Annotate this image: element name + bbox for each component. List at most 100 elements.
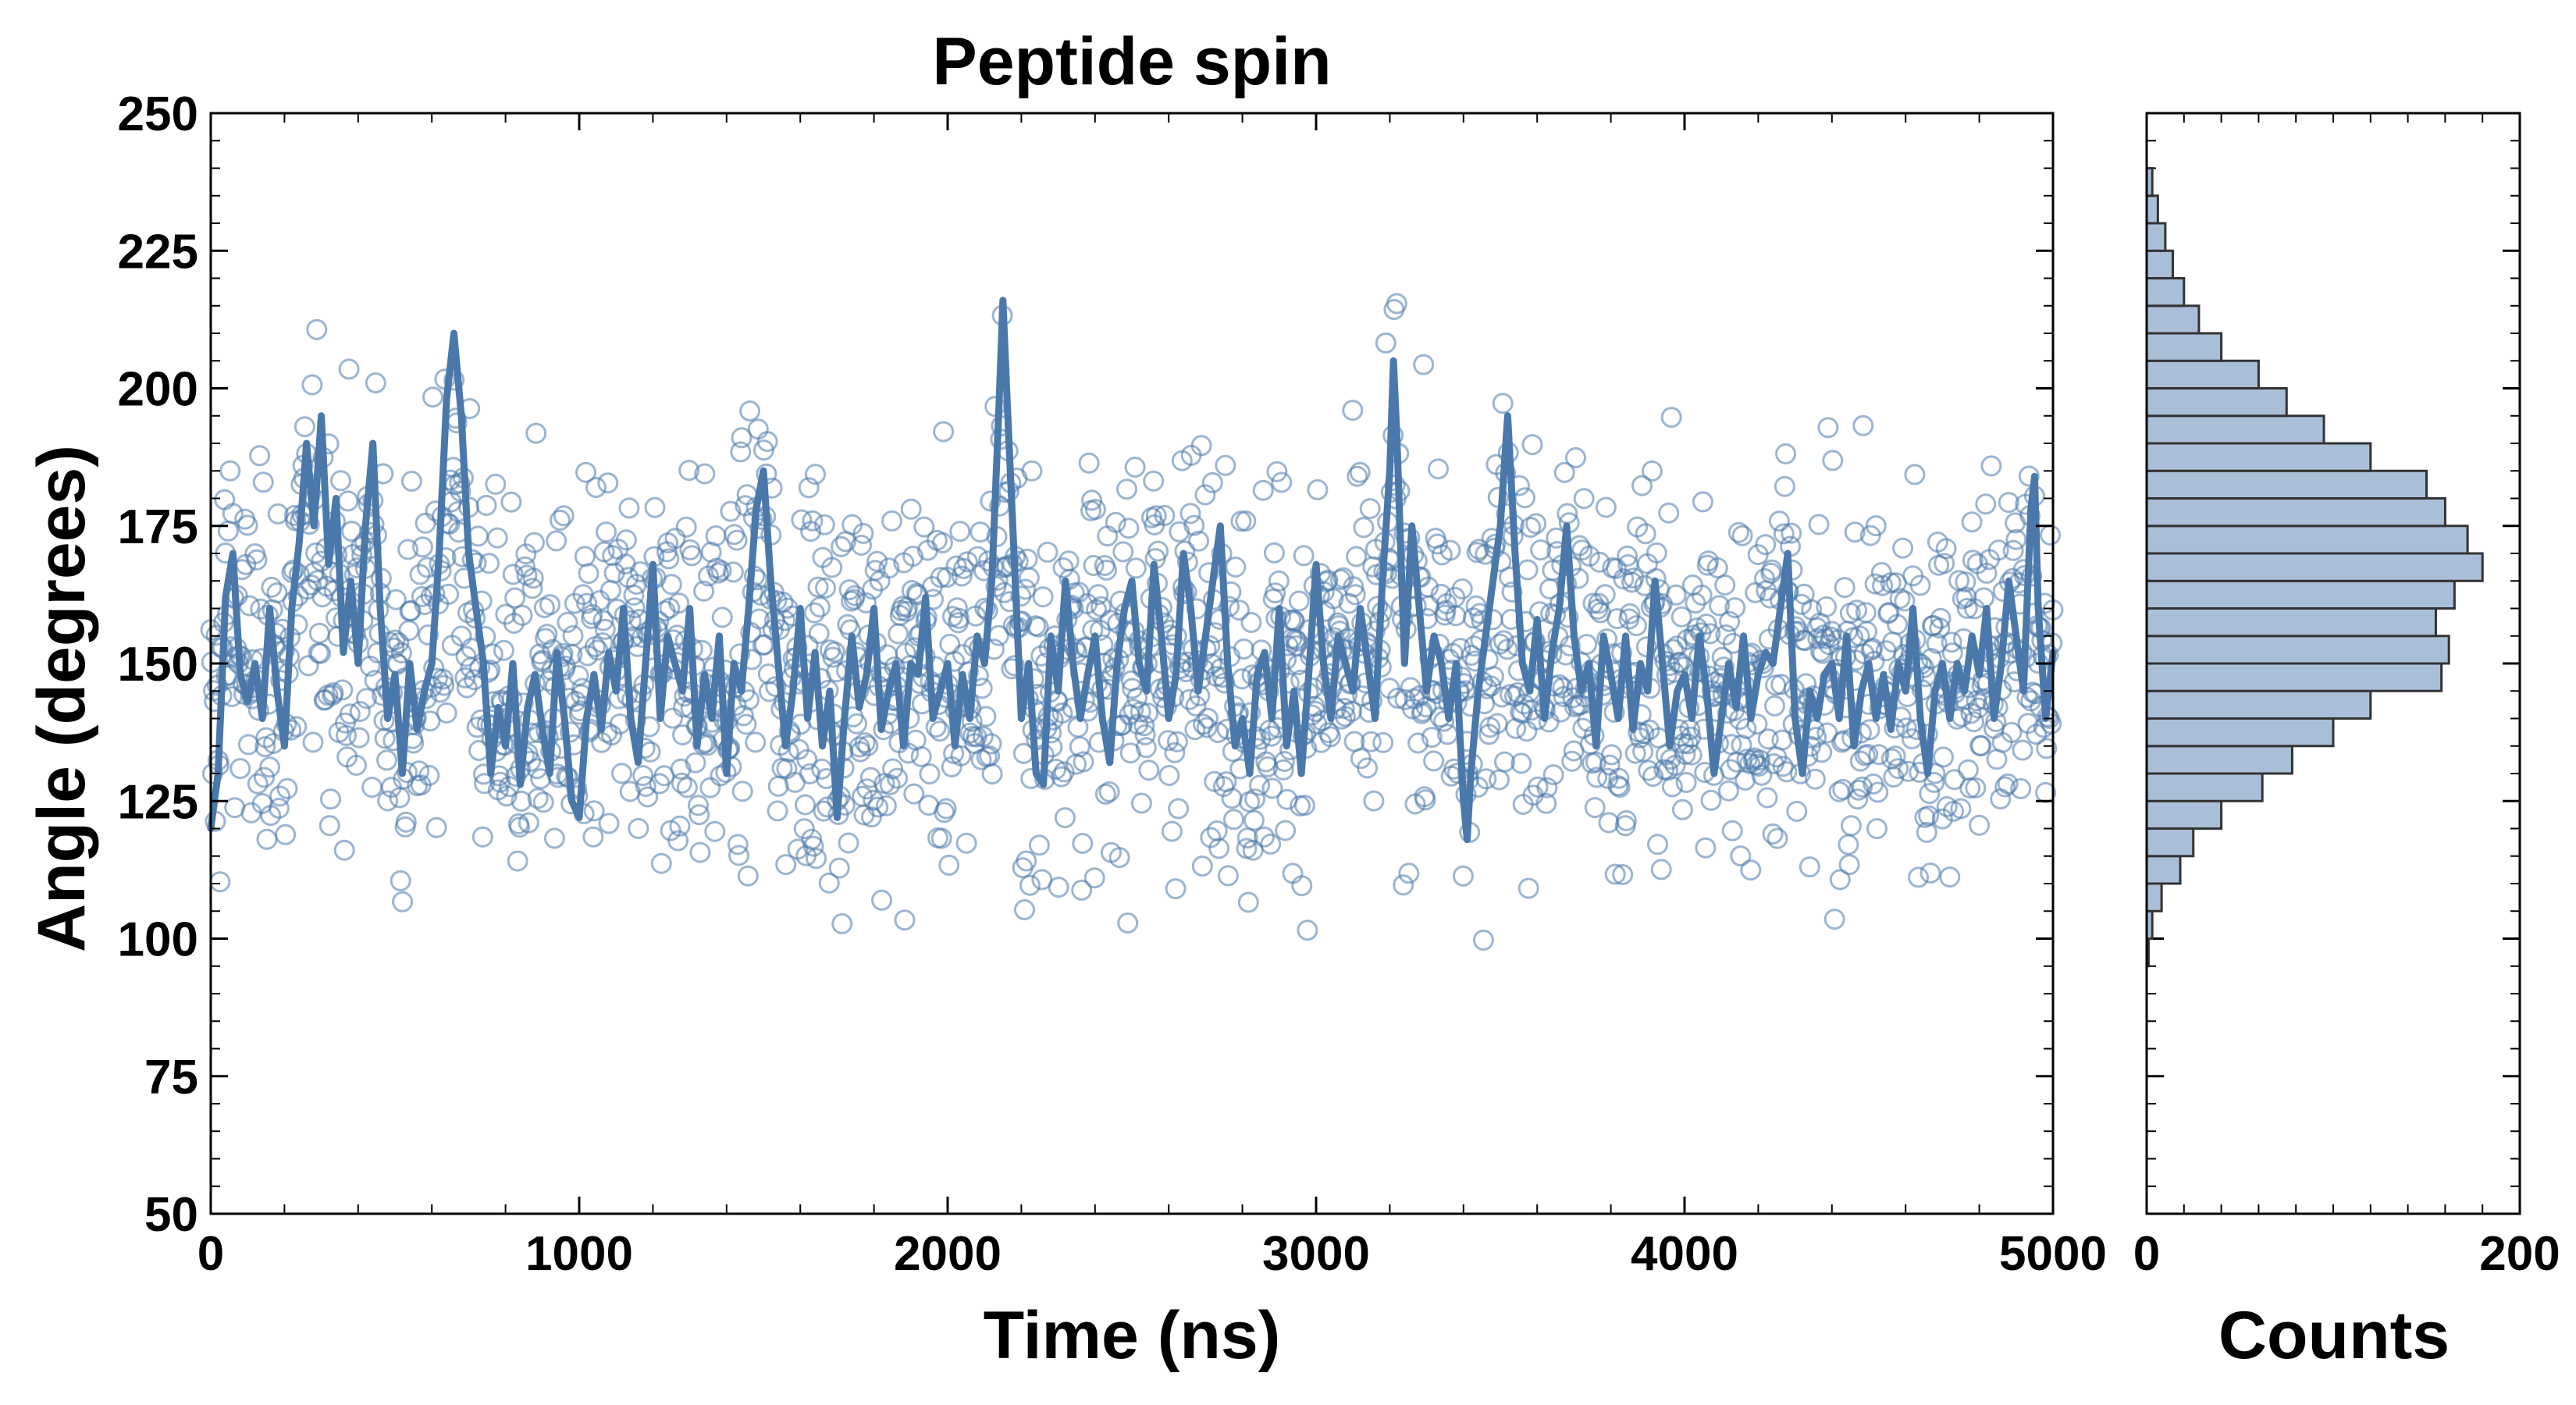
scatter-point [1041, 722, 1062, 744]
scatter-point [798, 477, 820, 499]
scatter-point [806, 848, 827, 870]
scatter-point [1919, 783, 1941, 805]
scatter-point [1475, 768, 1497, 790]
scatter-point [1822, 450, 1844, 471]
scatter-point [597, 472, 619, 494]
scatter-point [894, 909, 916, 931]
scatter-point [803, 602, 825, 624]
scatter-point [1755, 534, 1777, 556]
scatter-point [1623, 567, 1645, 589]
scatter-point [935, 798, 957, 820]
scatter-point [1032, 586, 1054, 608]
scatter-point [1387, 687, 1409, 709]
scatter-point [1957, 759, 1979, 781]
scatter-point [727, 834, 749, 855]
scatter-point [259, 756, 281, 778]
scatter-point [722, 561, 744, 583]
scatter-point [639, 741, 661, 763]
scatter-point [507, 850, 528, 872]
scatter-point [1137, 702, 1159, 724]
scatter-point [1096, 559, 1117, 581]
scatter-point [1804, 768, 1826, 790]
scatter-point [838, 579, 860, 601]
scatter-point [699, 777, 721, 799]
scatter-point [1929, 617, 1951, 639]
scatter-point [852, 522, 874, 544]
scatter-point [930, 827, 952, 849]
scatter-point [688, 804, 710, 826]
scatter-point [1930, 607, 1952, 629]
scatter-point [261, 576, 283, 598]
scatter-point [1124, 457, 1146, 478]
scatter-point [1834, 577, 1856, 599]
scatter-point [1717, 780, 1739, 802]
scatter-point [1724, 597, 1746, 619]
scatter-point [1423, 750, 1445, 772]
scatter-point [576, 592, 598, 614]
scatter-point [332, 679, 354, 701]
scatter-point [2036, 738, 2058, 759]
scatter-point [1233, 638, 1254, 660]
scatter-point [390, 642, 412, 663]
scatter-point [910, 745, 932, 767]
histogram-axis-ticks: 0 200 [2133, 113, 2560, 1281]
scatter-point [523, 532, 545, 553]
scatter-point [592, 610, 614, 631]
scatter-point [1595, 496, 1617, 518]
scatter-point [475, 495, 497, 516]
scatter-point [681, 545, 703, 567]
scatter-point [1349, 461, 1371, 483]
scatter-point [592, 632, 614, 654]
scatter-point [1037, 541, 1059, 563]
scatter-point [1516, 720, 1538, 742]
scatter-point [1147, 540, 1169, 562]
scatter-point [1781, 522, 1802, 544]
histogram-plot-area: 0 200 [2133, 112, 2560, 1281]
scatter-point [1138, 759, 1160, 781]
scatter-point [1757, 728, 1779, 750]
scatter-point [1190, 435, 1212, 457]
scatter-point [802, 510, 824, 532]
scatter-point [1838, 854, 1860, 876]
scatter-point [1249, 774, 1270, 796]
scatter-point [479, 553, 500, 574]
scatter-point [729, 643, 751, 665]
scatter-point [1768, 510, 1790, 532]
scatter-point [1161, 820, 1183, 842]
scatter-point [693, 580, 715, 602]
scatter-point [1341, 700, 1363, 722]
histogram-bar [2145, 552, 2484, 582]
scatter-point [800, 521, 822, 542]
histogram-x-tick-label: 0 [2133, 1227, 2160, 1281]
scatter-point [1122, 678, 1144, 699]
scatter-point [222, 503, 244, 525]
scatter-point [1097, 525, 1119, 547]
scatter-point [1864, 573, 1886, 595]
scatter-point [805, 464, 826, 486]
scatter-point [1841, 815, 1862, 837]
scatter-point [249, 445, 271, 467]
scatter-point [824, 641, 845, 663]
scatter-point [582, 826, 604, 848]
scatter-point [644, 496, 666, 518]
scatter-point [1631, 475, 1653, 496]
scatter-point [1635, 523, 1656, 545]
scatter-point [1517, 559, 1539, 581]
x-tick-label: 0 [197, 1227, 224, 1281]
scatter-point [720, 500, 742, 522]
scatter-point [1265, 582, 1286, 604]
scatter-point [731, 427, 753, 449]
scatter-point [1908, 866, 1930, 888]
scatter-point [1865, 515, 1887, 537]
scatter-point [486, 527, 508, 549]
scatter-point [1862, 638, 1884, 659]
scatter-point [1344, 584, 1366, 606]
scatter-point [1019, 874, 1041, 896]
histogram-bar [2145, 855, 2182, 885]
scatter-point [975, 706, 997, 727]
scatter-point [939, 633, 961, 655]
scatter-point [1398, 863, 1420, 884]
scatter-point [252, 471, 274, 493]
scatter-point [851, 535, 872, 556]
scatter-point [1817, 417, 1839, 439]
